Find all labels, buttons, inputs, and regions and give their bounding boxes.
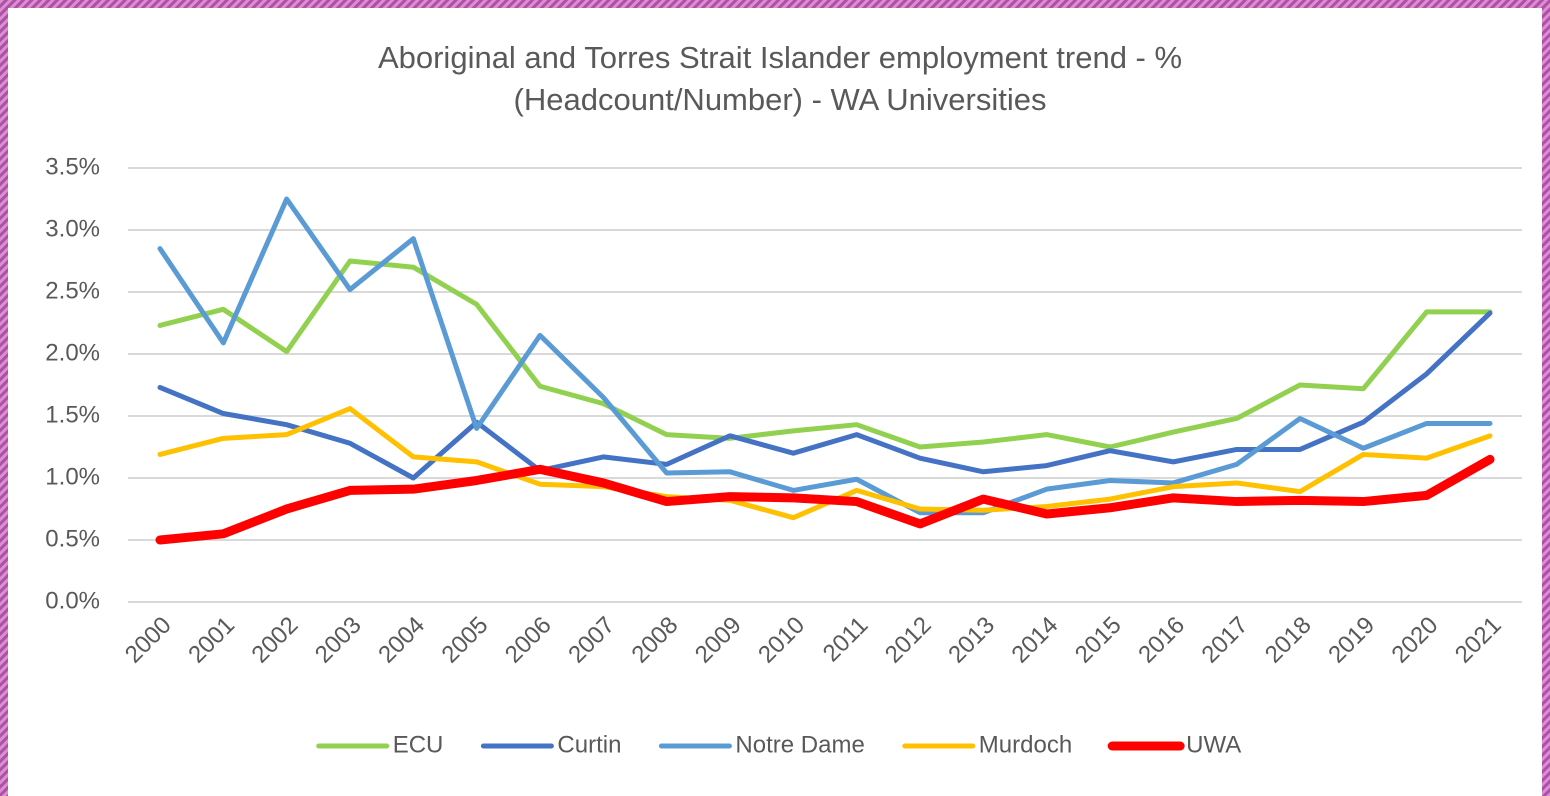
chart-title: Aboriginal and Torres Strait Islander em… (378, 40, 1182, 75)
legend-label: ECU (393, 731, 444, 758)
y-tick-label: 1.5% (45, 401, 100, 428)
y-tick-label: 3.0% (45, 215, 100, 242)
series-line (157, 196, 1493, 516)
y-tick-label: 0.5% (45, 525, 100, 552)
y-tick-label: 2.5% (45, 277, 100, 304)
y-tick-label: 1.0% (45, 463, 100, 490)
legend-label: Murdoch (979, 731, 1072, 758)
legend-label: Curtin (557, 731, 621, 758)
y-tick-label: 3.5% (45, 153, 100, 180)
chart-title: (Headcount/Number) - WA Universities (514, 82, 1047, 117)
legend-label: UWA (1186, 731, 1241, 758)
y-tick-label: 0.0% (45, 587, 100, 614)
series-line (157, 310, 1493, 481)
legend-label: Notre Dame (735, 731, 864, 758)
y-tick-label: 2.0% (45, 339, 100, 366)
series-line (155, 454, 1495, 545)
chart-background (8, 8, 1542, 796)
